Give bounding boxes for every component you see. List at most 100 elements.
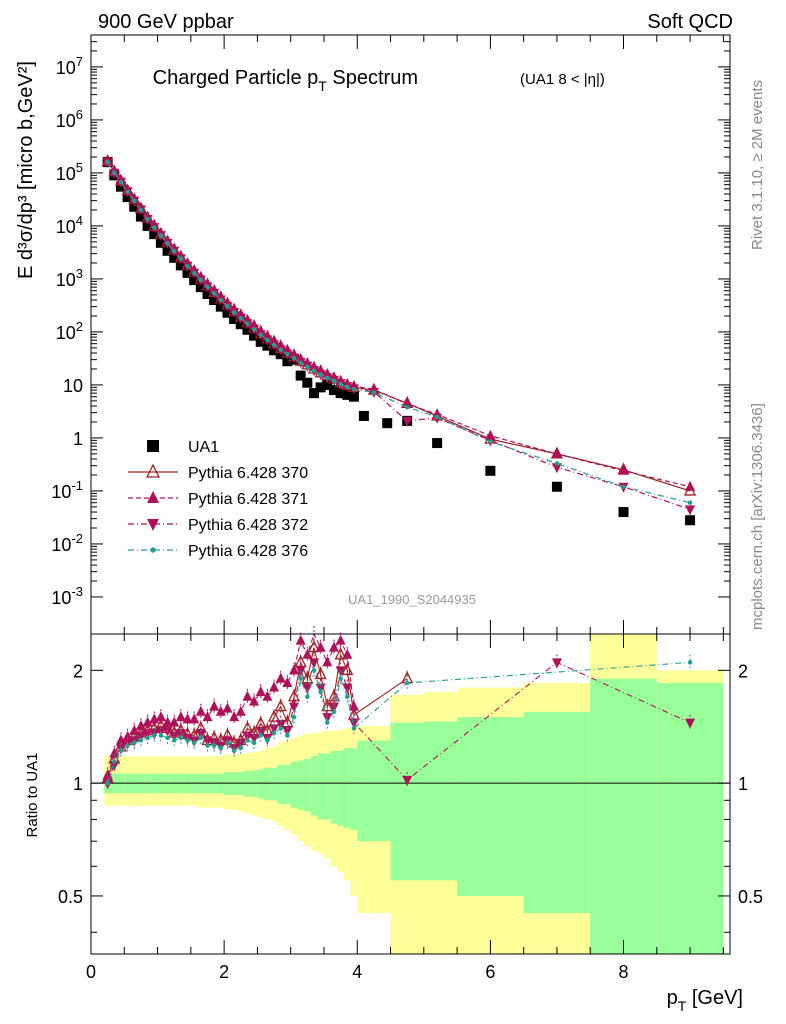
data-point (185, 263, 190, 269)
data-point (149, 229, 160, 240)
data-point (145, 735, 150, 741)
stat-uncertainty-band (257, 769, 265, 799)
header-right: Soft QCD (647, 11, 733, 33)
main-y-axis-label: E d³σ/dp³ [micro b,GeV²] (15, 61, 37, 279)
data-point (687, 500, 693, 505)
data-point (308, 388, 319, 399)
data-point (404, 680, 410, 686)
data-point (182, 713, 193, 724)
data-point (105, 159, 110, 165)
main-series-3 (102, 158, 696, 516)
data-point (129, 201, 140, 212)
data-point (285, 733, 290, 738)
data-point (112, 759, 117, 765)
data-point (202, 736, 213, 747)
data-point (125, 743, 130, 748)
y-tick-label: 102 (56, 319, 83, 343)
data-point (202, 711, 213, 722)
data-point (685, 515, 696, 526)
data-point (202, 288, 213, 299)
data-point (305, 694, 310, 700)
data-point (245, 321, 250, 326)
data-point (138, 207, 144, 213)
x-tick-label: 8 (618, 962, 628, 982)
series-line (107, 161, 691, 510)
side-label-rivet: Rivet 3.1.10, ≥ 2M events (749, 80, 766, 250)
data-point (195, 282, 206, 293)
x-tick-label: 6 (485, 962, 495, 982)
data-point (169, 716, 180, 727)
stat-uncertainty-band (284, 764, 291, 804)
stat-uncertainty-band (304, 758, 311, 812)
data-point (158, 233, 164, 238)
ratio-y-tick-label: 2 (73, 661, 83, 681)
data-point (328, 702, 339, 713)
data-point (242, 690, 253, 701)
data-point (147, 519, 159, 531)
ratio-frame (90, 633, 731, 955)
data-point (171, 248, 177, 254)
stat-uncertainty-band (317, 753, 324, 820)
data-point (618, 507, 629, 518)
data-point (115, 734, 126, 745)
data-point (311, 668, 317, 673)
data-point (328, 385, 339, 396)
y-tick-label: 10 (63, 376, 83, 396)
legend-label: Pythia 6.428 371 (188, 491, 308, 508)
data-point (251, 327, 257, 332)
data-point (218, 297, 224, 303)
data-point (295, 634, 306, 645)
data-point (325, 720, 330, 725)
data-point (165, 241, 170, 246)
stat-uncertainty-band (244, 770, 251, 797)
y-tick-label: 104 (56, 213, 83, 237)
data-point (269, 681, 280, 692)
data-point (255, 336, 266, 347)
stat-uncertainty-band (457, 717, 524, 896)
data-point (125, 189, 130, 195)
data-point (302, 377, 313, 388)
data-point (335, 634, 346, 645)
data-point (225, 740, 230, 746)
data-point (404, 404, 410, 410)
data-point (151, 225, 157, 230)
data-point (175, 711, 186, 722)
data-point (331, 709, 337, 715)
data-point (348, 391, 359, 402)
legend-label: Pythia 6.428 372 (188, 517, 308, 534)
main-panel: 10-3 10-2 10-1 1 10 102 103 104 105 106 107 Charge… (15, 34, 731, 635)
data-point (278, 347, 283, 353)
stat-uncertainty-band (330, 750, 338, 824)
data-point (235, 738, 246, 749)
legend-item: UA1 (147, 439, 219, 456)
data-point (218, 745, 224, 751)
data-point (198, 277, 204, 283)
data-point (222, 307, 233, 318)
data-point (274, 699, 287, 712)
data-point (318, 689, 323, 695)
legend-item: Pythia 6.428 371 (128, 491, 308, 508)
data-point (402, 416, 413, 427)
stat-uncertainty-band (310, 756, 318, 816)
header-left: 900 GeV ppbar (98, 11, 234, 33)
stat-uncertainty-band (270, 767, 278, 801)
data-point (342, 683, 353, 694)
ratio-y-tick-label: 1 (73, 774, 83, 794)
data-point (434, 414, 440, 420)
data-point (322, 379, 333, 390)
data-point (338, 676, 343, 681)
data-point (155, 237, 166, 248)
data-point (485, 465, 496, 476)
legend-label: Pythia 6.428 376 (188, 543, 308, 560)
data-point (335, 388, 346, 399)
data-point (341, 662, 354, 675)
data-point (249, 695, 260, 706)
legend: UA1 Pythia 6.428 370 Pythia 6.428 371 Pythi… (128, 439, 308, 560)
stat-uncertainty-band (250, 770, 258, 797)
data-point (328, 641, 339, 652)
data-point (175, 260, 186, 271)
x-axis-label: pT [GeV] (667, 987, 743, 1014)
y-tick-label: 10-1 (51, 478, 83, 502)
data-point (551, 481, 562, 492)
